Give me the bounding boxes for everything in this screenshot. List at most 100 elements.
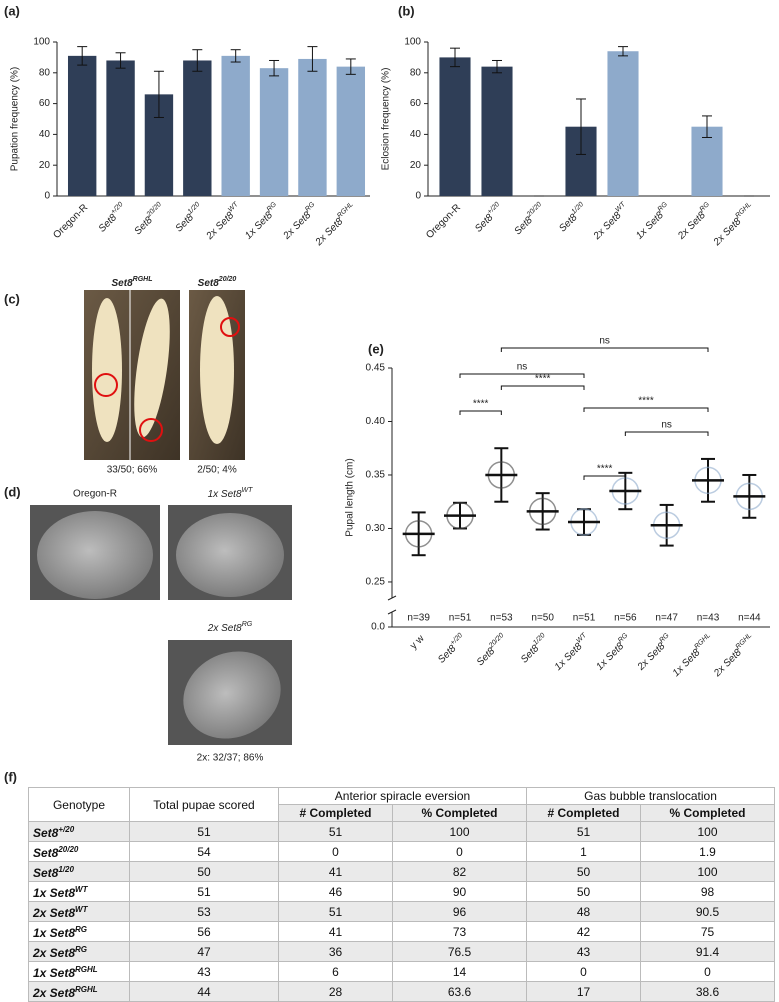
label: Set820/20 — [198, 276, 237, 288]
cell: 82 — [392, 861, 527, 882]
cell: 48 — [526, 901, 641, 922]
y-axis-title: Eclosion frequency (%) — [381, 68, 392, 171]
n-label: n=47 — [655, 613, 678, 624]
caption: 2/50; 4% — [197, 465, 237, 476]
label: Oregon-R — [424, 202, 463, 241]
cell: 1x Set8RG — [28, 921, 130, 942]
label-sup: +/20 — [450, 632, 465, 647]
label-sup: 1/20 — [571, 201, 586, 216]
cell: 96 — [392, 901, 527, 922]
label-sup: RGHL — [133, 276, 153, 283]
label: 2x Set8WT — [590, 201, 632, 243]
cell: 1x Set8RGHL — [28, 961, 130, 982]
label: 2x Set8RGHL — [710, 201, 757, 248]
cell: 43 — [129, 961, 279, 982]
label: 2x Set8RG — [674, 201, 715, 242]
y-tick-label: 40 — [39, 129, 51, 140]
cell: 1x Set8WT — [28, 881, 130, 902]
significance: **** — [535, 374, 551, 385]
bar — [259, 68, 289, 196]
significance: **** — [473, 399, 489, 410]
cell: Set8+/20 — [28, 821, 130, 842]
label-text: 2x Set8 — [675, 209, 708, 242]
y-tick-label: 0.45 — [366, 363, 386, 374]
cell: 63.6 — [392, 981, 527, 1002]
label-sup: 1/20 — [532, 632, 547, 647]
label: Set8+/20 — [435, 632, 468, 665]
y-axis-title: Pupation frequency (%) — [10, 67, 21, 172]
cell: 51 — [129, 881, 279, 902]
label-sup: RGHL — [694, 632, 713, 651]
label: Oregon-R — [73, 489, 117, 500]
label-text: 2x Set8 — [635, 640, 668, 673]
bar — [691, 126, 723, 196]
label: 1x Set8RG — [633, 201, 673, 241]
cell: 100 — [392, 821, 527, 842]
label-sup: WT — [576, 632, 589, 645]
larva — [200, 296, 234, 444]
cell: 2x Set8WT — [28, 901, 130, 922]
label-text: 2x Set8 — [207, 623, 242, 634]
cell: 51 — [278, 901, 393, 922]
significance: **** — [597, 464, 613, 475]
bar — [439, 57, 471, 197]
genotype-sup: RGHL — [75, 965, 98, 974]
cell: # Completed — [526, 804, 641, 822]
label-sup: RG — [617, 632, 630, 645]
cell: 75 — [640, 921, 775, 942]
label: Set820/20 — [511, 201, 547, 237]
label-sup: RG — [304, 201, 317, 214]
row: 2x Set8RG 47 36 76.5 43 91.4 — [28, 941, 775, 962]
label-sup: RGHL — [735, 632, 754, 651]
label: 2x Set8RG — [634, 632, 675, 673]
y-tick-label: 40 — [410, 129, 422, 140]
bar — [336, 66, 366, 196]
label-sup: RG — [657, 201, 670, 214]
panel-label: (b) — [398, 3, 415, 18]
y-tick-label: 80 — [39, 67, 51, 78]
genotype-sup: RGHL — [75, 985, 98, 994]
label-sup: RG — [659, 632, 672, 645]
cell: 53 — [129, 901, 279, 922]
n-label: n=43 — [697, 613, 720, 624]
genotype: 2x Set8 — [33, 906, 76, 920]
row: Set8+/20 51 51 100 51 100 — [28, 821, 775, 842]
label-sup: RGHL — [336, 201, 355, 220]
axis-break — [387, 609, 397, 615]
cell: % Completed — [640, 804, 775, 822]
label: Set81/20 — [556, 201, 589, 234]
genotype: 2x Set8 — [33, 986, 76, 1000]
cell: 43 — [526, 941, 641, 962]
y-tick-label: 0.35 — [366, 470, 386, 481]
n-label: n=39 — [407, 613, 430, 624]
cell: Gas bubble translocation — [526, 787, 775, 805]
y-tick-label: 60 — [39, 98, 51, 109]
bracket — [500, 385, 585, 390]
cell: 51 — [129, 821, 279, 842]
circle-mark — [94, 373, 118, 397]
cell: 14 — [392, 961, 527, 982]
cell: 47 — [129, 941, 279, 962]
panel-label: (a) — [4, 3, 20, 18]
label: 2x Set8RGHL — [710, 632, 757, 679]
label: 2x Set8WT — [203, 201, 245, 243]
cell: 0 — [640, 961, 775, 982]
panel-label: (f) — [4, 769, 17, 784]
bracket — [459, 410, 502, 415]
row: 1x Set8RGHL 43 6 14 0 0 — [28, 961, 775, 982]
row: Set81/20 50 41 82 50 100 — [28, 861, 775, 882]
cell: 0 — [278, 841, 393, 862]
eye — [176, 513, 284, 597]
cell: 28 — [278, 981, 393, 1002]
label: Oregon-R — [51, 202, 90, 241]
cell: 41 — [278, 861, 393, 882]
label-sup: +/20 — [487, 201, 502, 216]
y-tick-label: 0.0 — [371, 622, 385, 633]
label: Set820/20 — [474, 632, 510, 668]
cell: 50 — [526, 881, 641, 902]
label: 1x Set8WT — [552, 632, 593, 673]
n-label: n=53 — [490, 613, 513, 624]
bracket — [500, 347, 709, 352]
bar — [67, 55, 97, 196]
cell: 36 — [278, 941, 393, 962]
